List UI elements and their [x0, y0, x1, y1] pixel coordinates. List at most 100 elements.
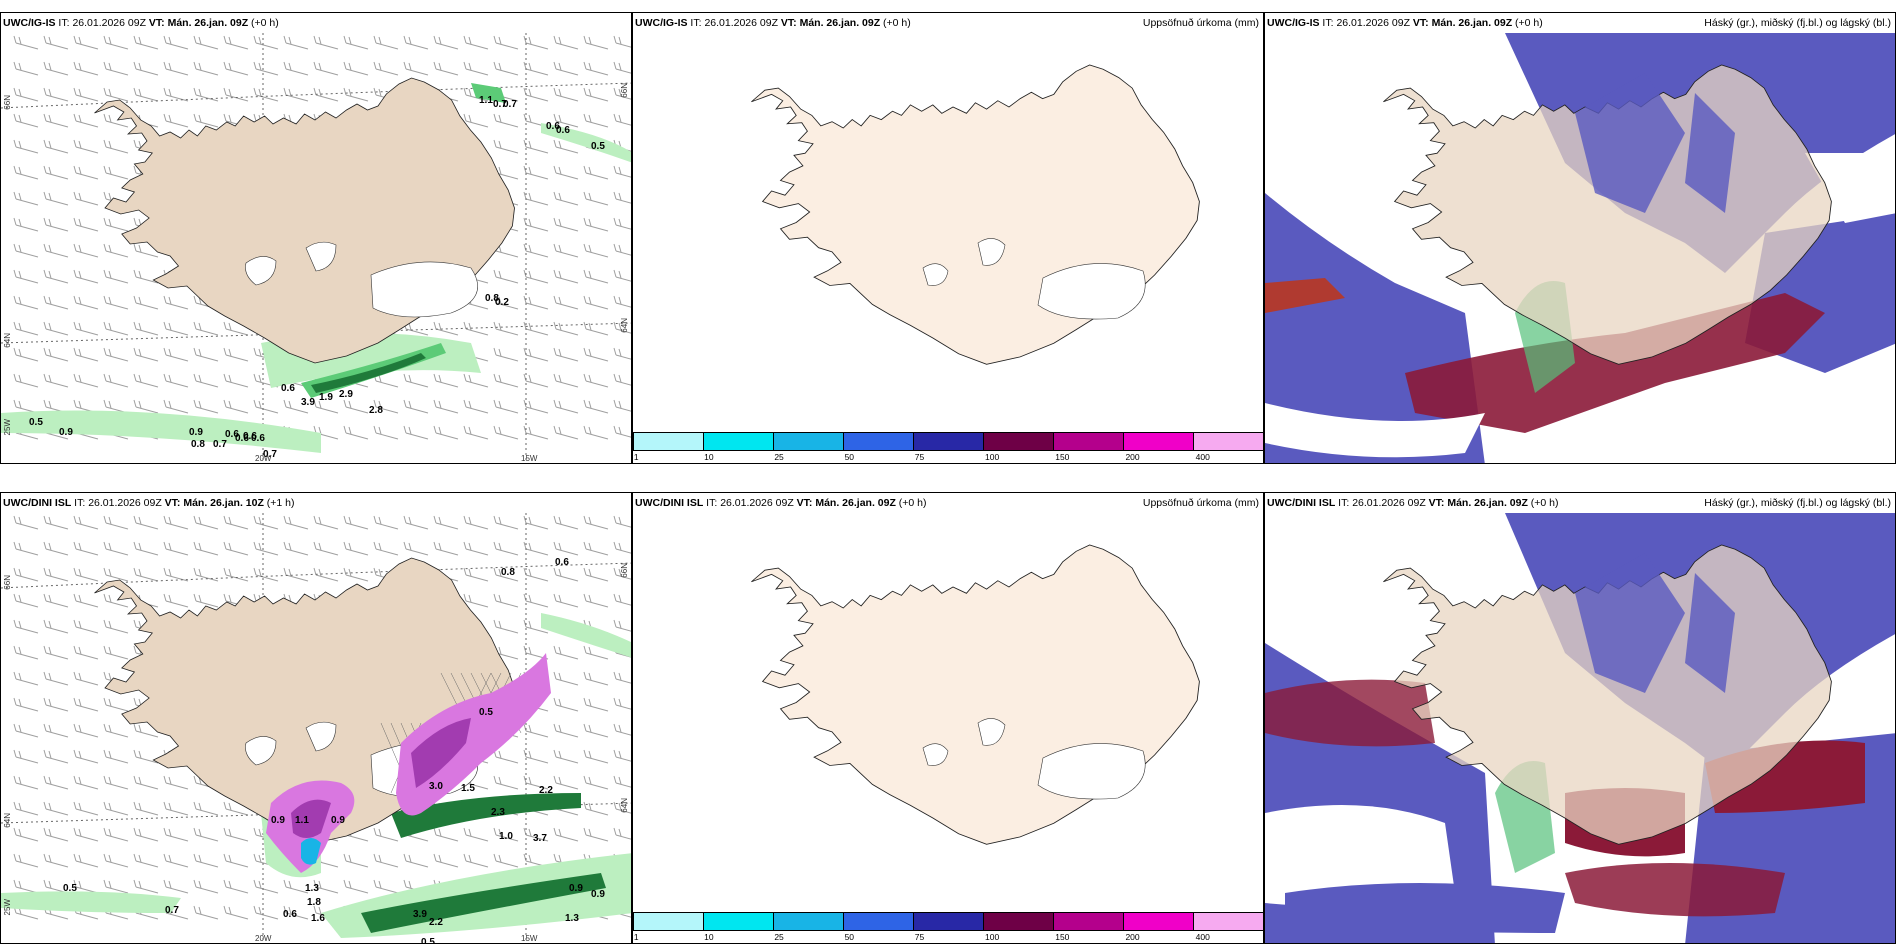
wind-barb	[223, 321, 249, 336]
wind-barb	[163, 853, 189, 868]
wind-barb	[373, 879, 399, 894]
wind-barb	[313, 35, 339, 50]
wind-barb	[193, 113, 219, 128]
wind-barb	[523, 295, 549, 310]
value-label: 0.5	[421, 937, 435, 944]
wind-barb	[493, 541, 519, 556]
wind-barb	[553, 347, 579, 362]
colorbar-segment	[1053, 913, 1124, 930]
wind-barb	[13, 347, 39, 362]
wind-barb	[43, 165, 69, 180]
wind-barb	[523, 541, 549, 556]
colorbar-segment	[1193, 913, 1263, 930]
value-label: 0.5	[29, 417, 43, 428]
precip-colorbar	[633, 432, 1263, 451]
colorbar-segment	[634, 913, 704, 930]
value-label: 3.0	[429, 781, 443, 792]
wind-barb	[133, 243, 159, 258]
lon-label: 20W	[255, 454, 272, 463]
wind-barb	[583, 295, 609, 310]
wind-barb	[13, 853, 39, 868]
wind-barb	[193, 87, 219, 102]
wind-barb	[493, 269, 519, 284]
wind-barb	[493, 425, 519, 440]
wind-barb	[343, 567, 369, 582]
wind-barb	[523, 165, 549, 180]
wind-barb	[103, 697, 129, 712]
panel-header: UWC/IG-IS IT: 26.01.2026 09Z VT: Mán. 26…	[635, 17, 911, 29]
wind-barb	[73, 567, 99, 582]
wind-barb	[103, 373, 129, 388]
wind-barb	[13, 723, 39, 738]
wind-barb	[313, 879, 339, 894]
wind-barb	[163, 295, 189, 310]
wind-barb	[463, 373, 489, 388]
wind-barb	[373, 853, 399, 868]
wind-barb	[223, 541, 249, 556]
wind-barb	[343, 35, 369, 50]
wind-barb	[13, 373, 39, 388]
wind-barb	[103, 321, 129, 336]
wind-barb	[73, 373, 99, 388]
wind-barb	[553, 671, 579, 686]
wind-barb	[13, 827, 39, 842]
wind-barb	[523, 749, 549, 764]
value-label: 1.6	[311, 913, 325, 924]
wind-barb	[403, 425, 429, 440]
wind-barb	[43, 697, 69, 712]
wind-barb	[463, 35, 489, 50]
value-label: 1.5	[461, 783, 475, 794]
wind-barb	[13, 243, 39, 258]
wind-barb	[223, 905, 249, 920]
wind-barb	[553, 697, 579, 712]
wind-barb	[103, 645, 129, 660]
lat-label: 66N	[3, 95, 12, 110]
precip-map	[750, 544, 1200, 845]
colorbar-tick-label: 400	[1195, 932, 1210, 942]
wind-barb	[553, 191, 579, 206]
wind-barb	[223, 879, 249, 894]
wind-barb	[343, 879, 369, 894]
wind-barb	[613, 723, 631, 736]
wind-barb	[493, 619, 519, 634]
wind-barb	[283, 515, 309, 530]
value-label: 0.6	[281, 383, 295, 394]
wind-barb	[403, 853, 429, 868]
wind-barb	[223, 567, 249, 582]
wind-barb	[13, 801, 39, 816]
colorbar-segment	[843, 433, 914, 450]
wind-barb	[583, 593, 609, 608]
value-label: 3.9	[413, 909, 427, 920]
wind-barb	[13, 35, 39, 50]
cloud-map	[1265, 493, 1895, 943]
wind-barb	[583, 165, 609, 180]
wind-barb	[613, 515, 631, 528]
wind-barb	[613, 425, 631, 438]
wind-barb	[13, 87, 39, 102]
value-label: 0.9	[591, 889, 605, 900]
wind-barb	[553, 775, 579, 790]
wind-barb	[133, 321, 159, 336]
wind-barb	[193, 373, 219, 388]
wind-barb	[43, 35, 69, 50]
wind-barb	[43, 853, 69, 868]
wind-barb	[163, 567, 189, 582]
wind-barb	[223, 347, 249, 362]
wind-barb	[133, 295, 159, 310]
wind-barb	[193, 879, 219, 894]
panel-clouds-bottom: UWC/DINI ISL IT: 26.01.2026 09Z VT: Mán.…	[1264, 492, 1896, 944]
wind-barb	[613, 827, 631, 840]
wind-barb	[283, 35, 309, 50]
wind-barb	[253, 35, 279, 50]
wind-barb	[193, 827, 219, 842]
wind-barb	[433, 35, 459, 50]
wind-barb	[523, 321, 549, 336]
lat-label-right: 66N	[620, 563, 629, 578]
panel-header: UWC/IG-IS IT: 26.01.2026 09Z VT: Mán. 26…	[3, 17, 279, 29]
wind-barb	[73, 139, 99, 154]
wind-barb	[613, 269, 631, 282]
wind-map: 1.1 0.70.70.60.60.50.80.20.63.9 1.9 2.92.80…	[1, 33, 631, 463]
wind-barb	[493, 61, 519, 76]
wind-barb	[433, 827, 459, 842]
colorbar-tick-label: 1	[633, 452, 639, 462]
